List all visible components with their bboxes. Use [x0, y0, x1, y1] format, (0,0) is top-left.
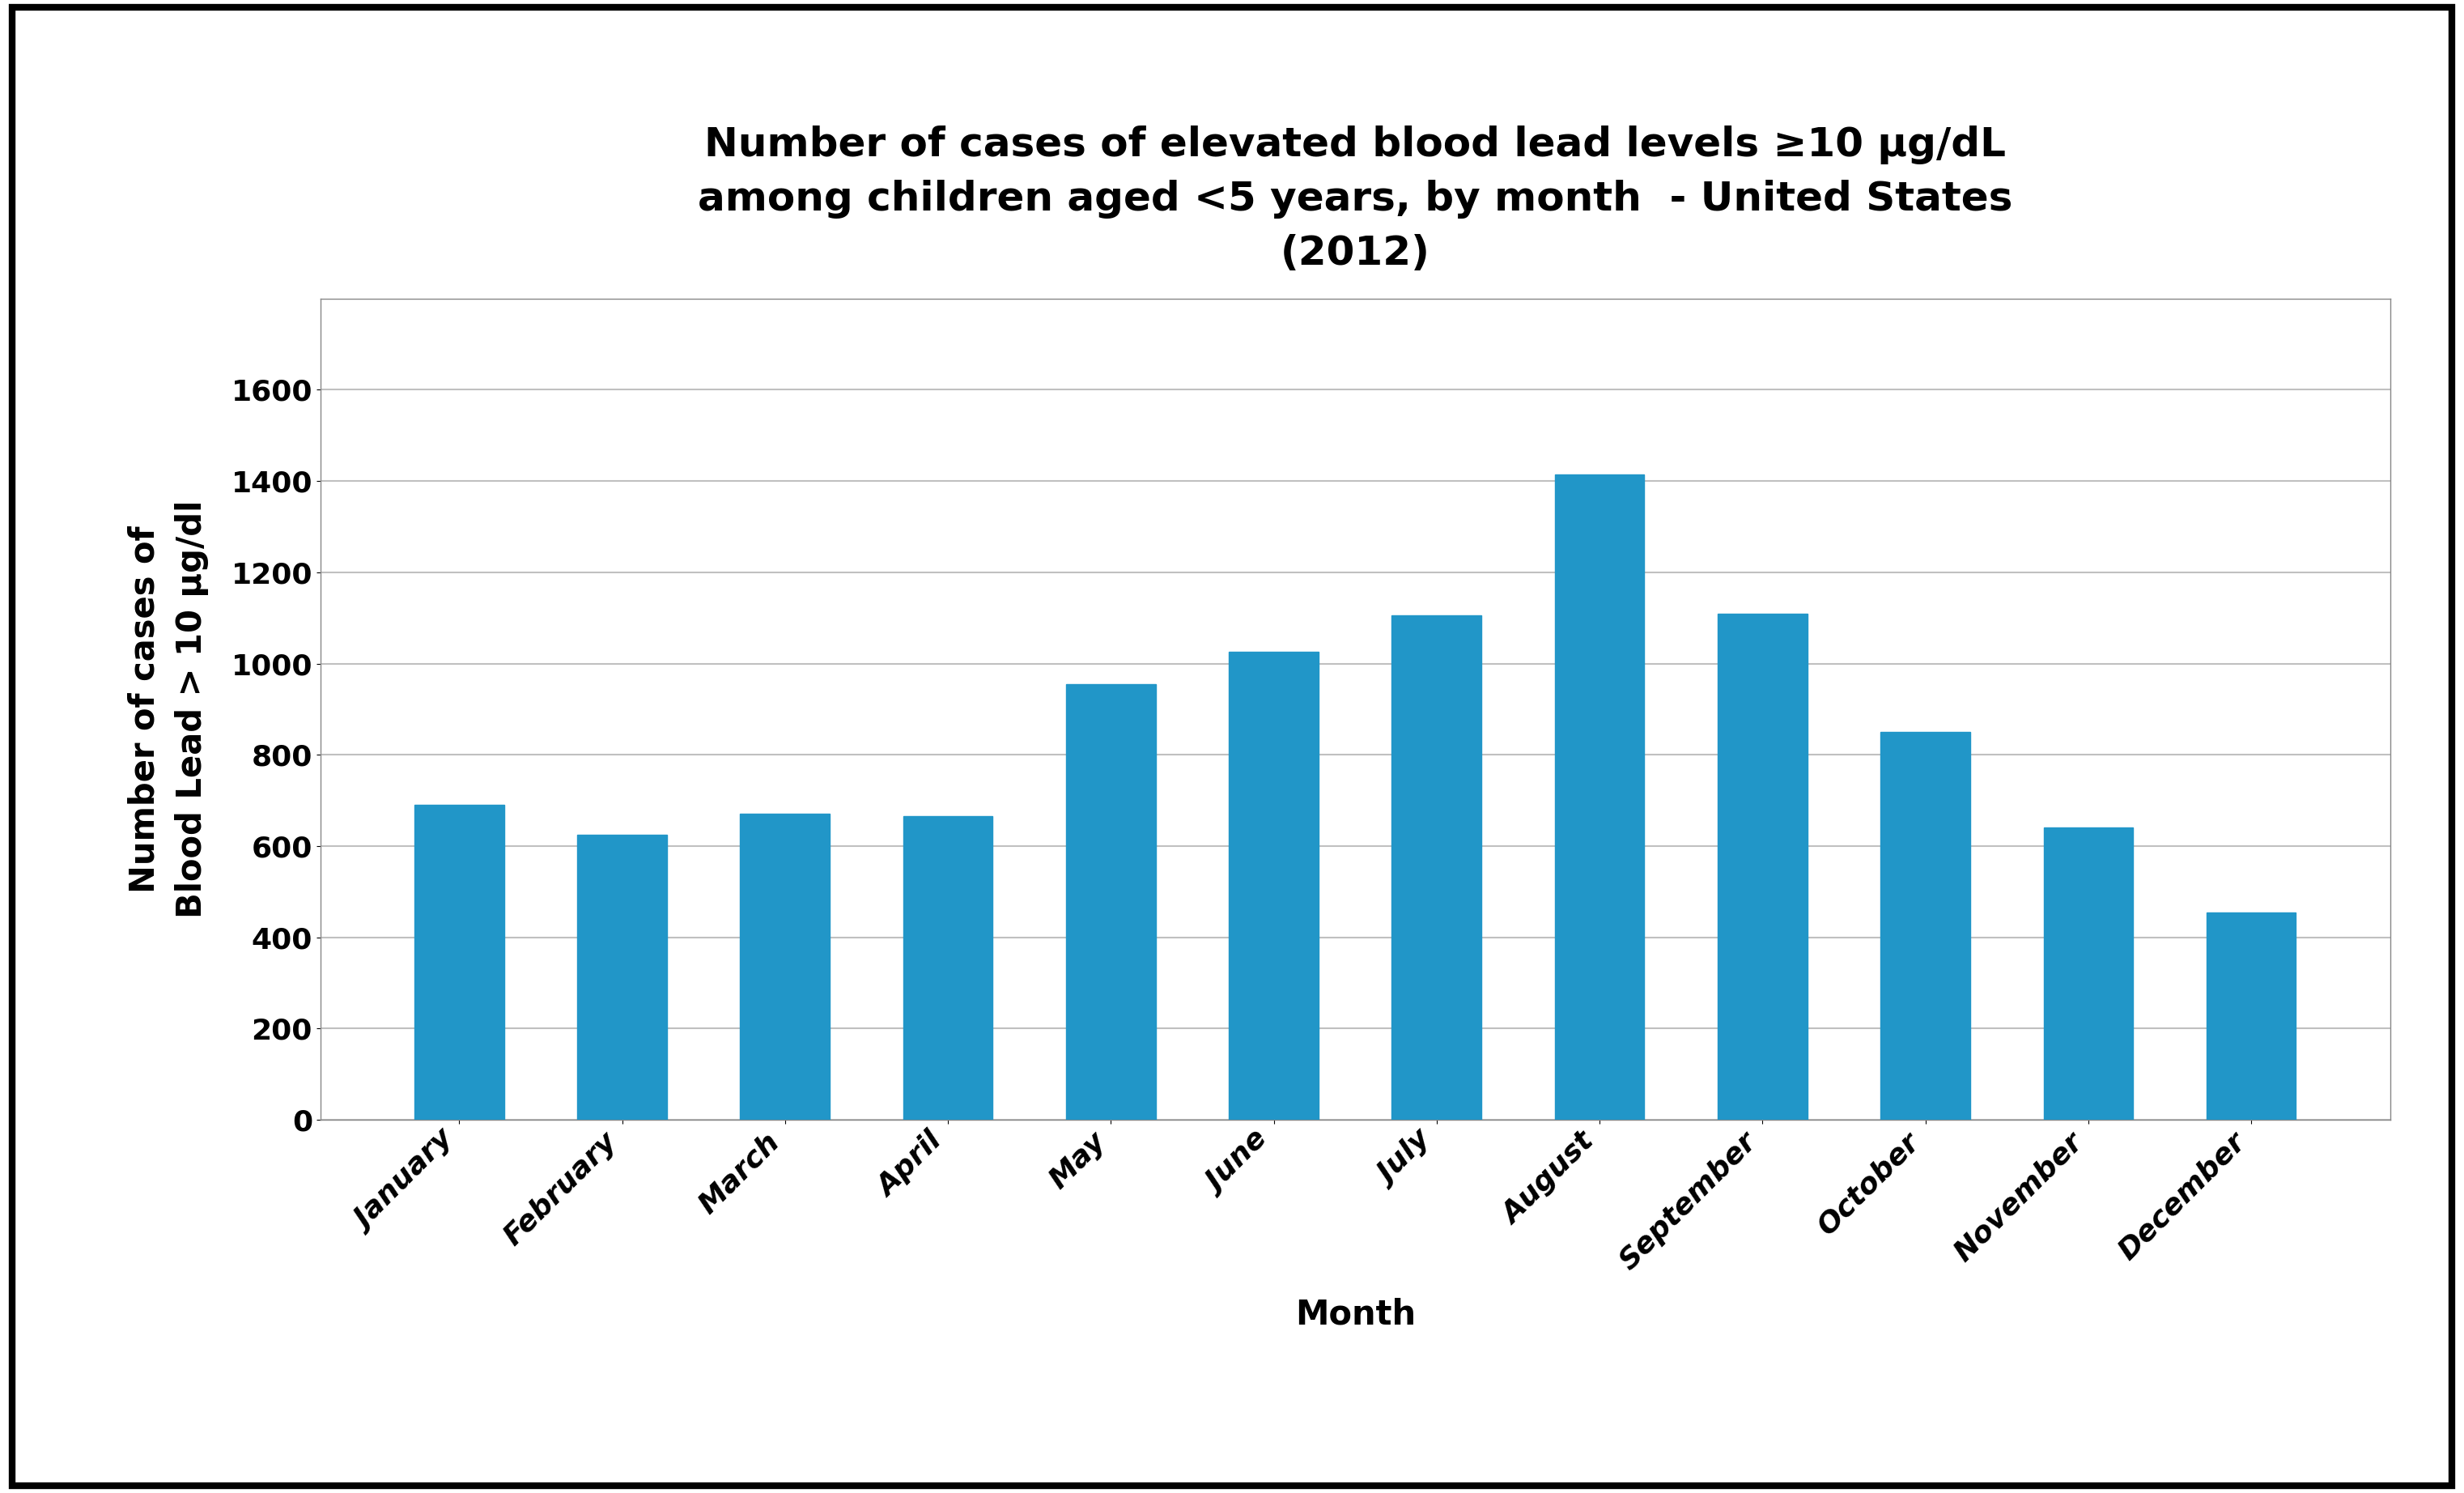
Bar — [1717, 614, 1806, 1120]
Bar — [904, 817, 993, 1120]
Bar — [577, 835, 668, 1120]
X-axis label: Month: Month — [1296, 1297, 1414, 1332]
Bar — [2205, 912, 2296, 1120]
Bar — [1067, 684, 1156, 1120]
Title: Number of cases of elevated blood lead levels ≥10 μg/dL
among children aged <5 y: Number of cases of elevated blood lead l… — [697, 125, 2013, 273]
Bar — [1880, 732, 1971, 1120]
Bar — [739, 814, 830, 1120]
Bar — [1555, 475, 1643, 1120]
Y-axis label: Number of cases of
Blood Lead > 10 μg/dl: Number of cases of Blood Lead > 10 μg/dl — [128, 500, 209, 918]
Bar — [2043, 827, 2134, 1120]
Bar — [414, 805, 505, 1120]
Bar — [1230, 652, 1318, 1120]
Bar — [1392, 615, 1481, 1120]
